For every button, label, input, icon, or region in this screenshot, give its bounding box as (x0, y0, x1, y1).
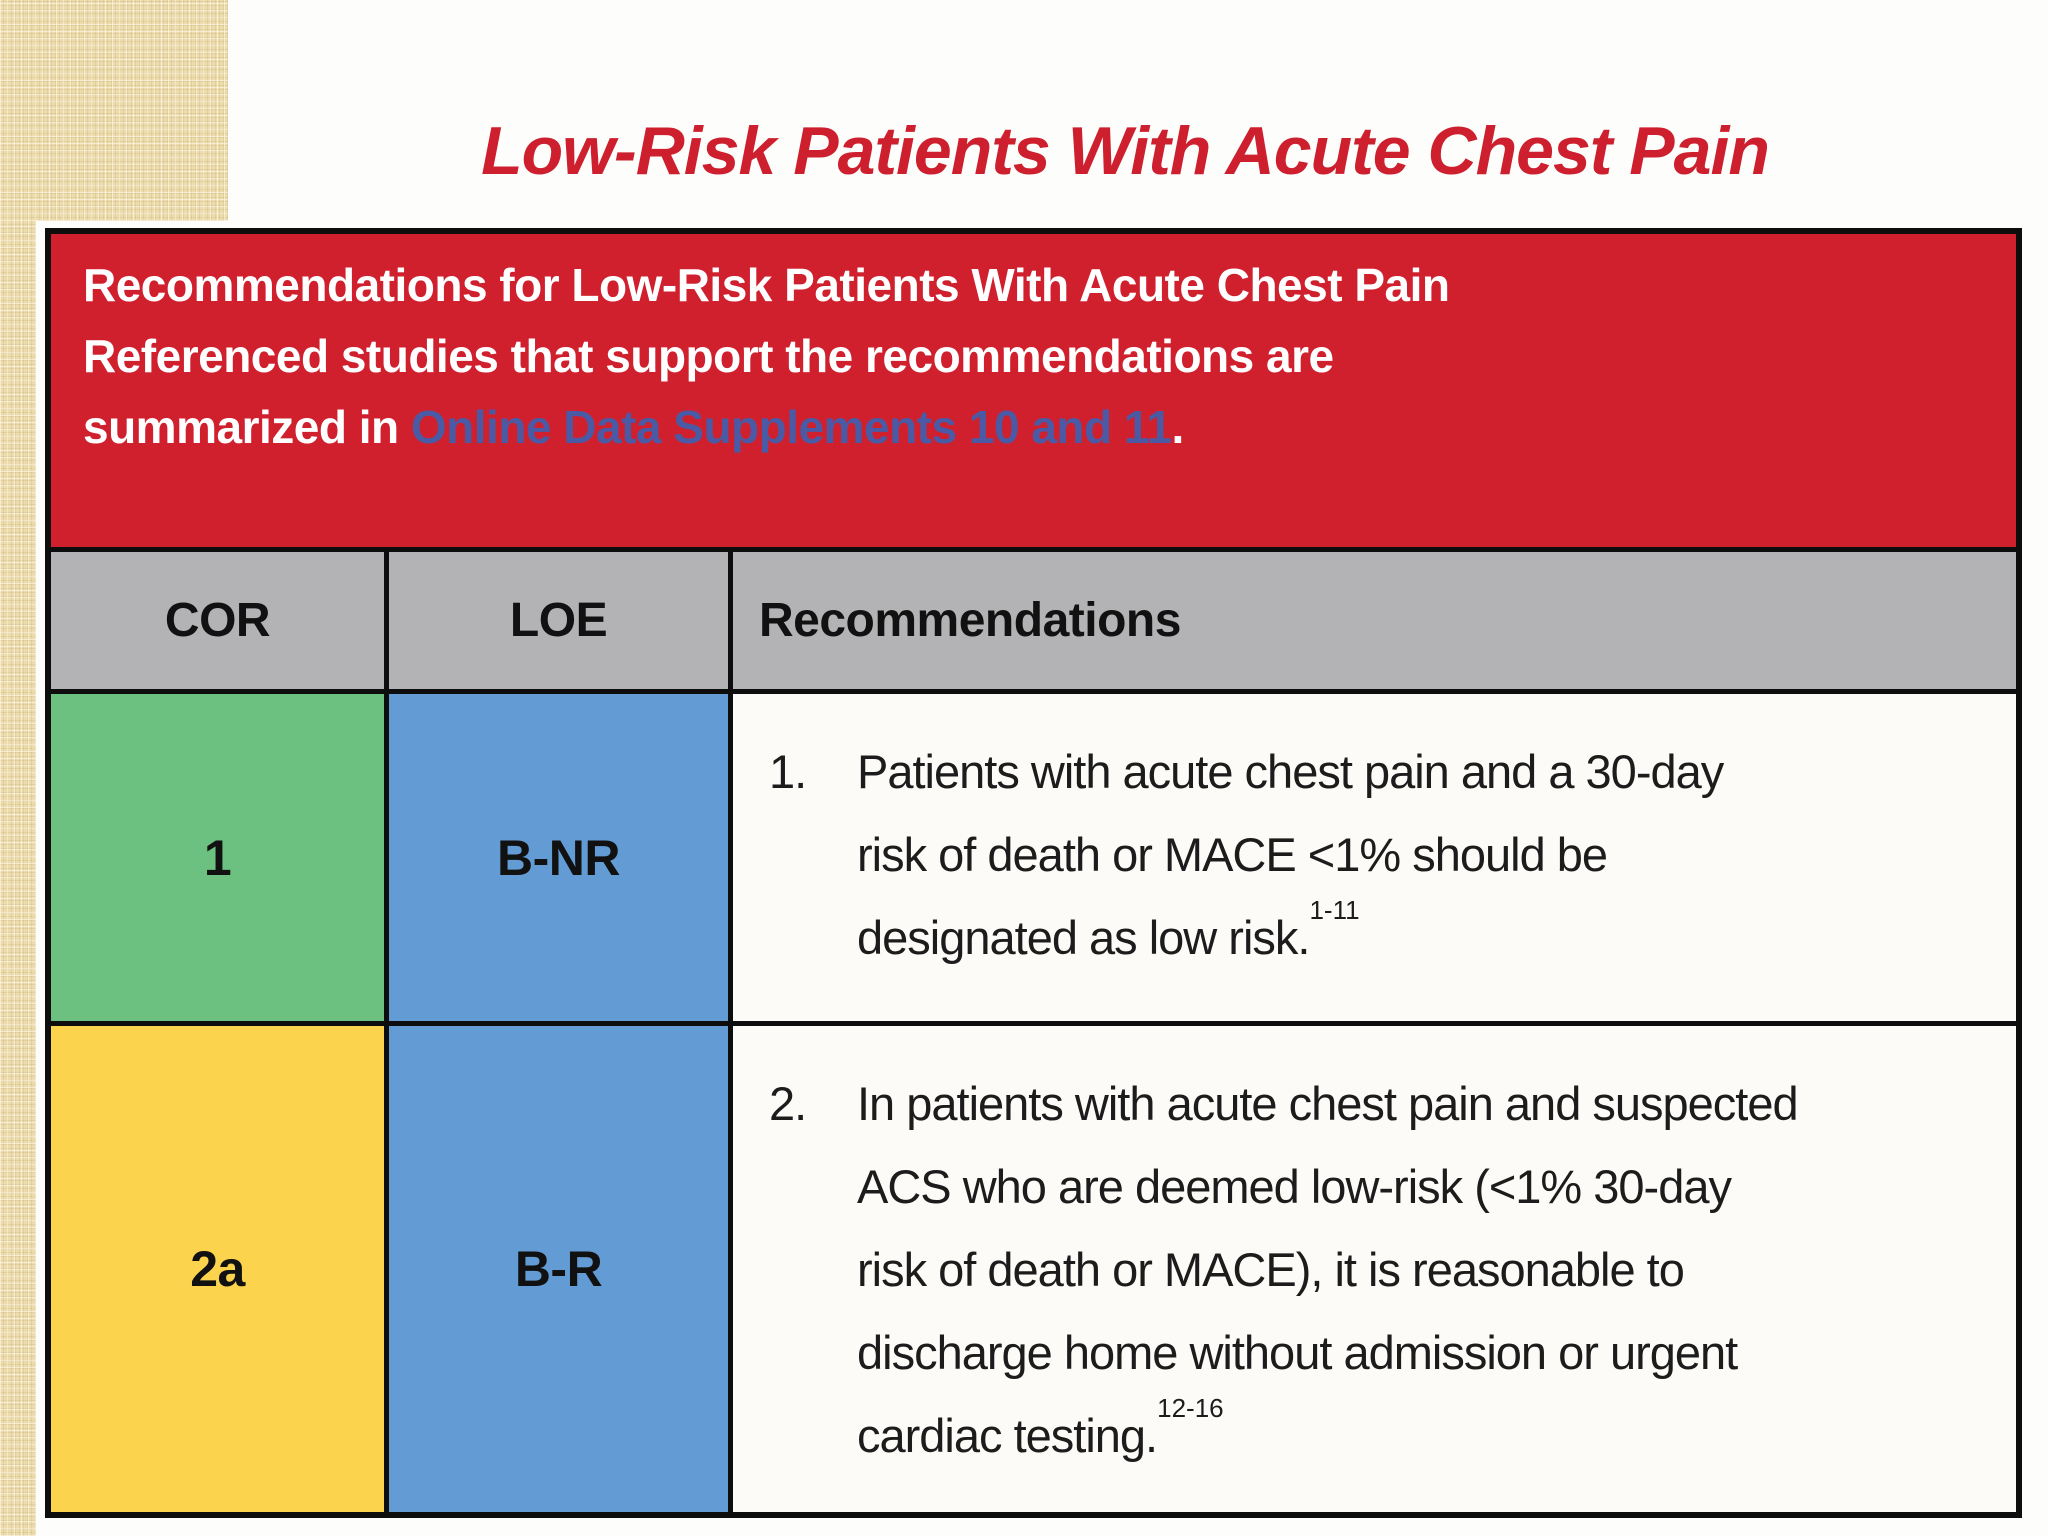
row1-cor-cell: 1 (51, 689, 384, 1021)
recommendation-line: risk of death or MACE <1% should be (857, 828, 1608, 881)
banner-line-1: Recommendations for Low-Risk Patients Wi… (83, 259, 1450, 311)
banner-line-3: summarized in Online Data Supplements 10… (83, 392, 1996, 463)
corner-accent-block (0, 0, 228, 221)
row2-recommendation-cell: 2. In patients with acute chest pain and… (728, 1021, 2016, 1512)
recommendation-item-1: 1. Patients with acute chest pain and a … (769, 730, 2010, 979)
row1-loe-cell: B-NR (384, 689, 728, 1021)
recommendation-line: ACS who are deemed low-risk (<1% 30-day (857, 1160, 1732, 1213)
row2-cor-cell: 2a (51, 1021, 384, 1512)
recommendation-line: discharge home without admission or urge… (857, 1326, 1738, 1379)
citation-superscript: 1-11 (1309, 895, 1360, 926)
citation-superscript: 12-16 (1157, 1393, 1224, 1424)
recommendations-banner: Recommendations for Low-Risk Patients Wi… (51, 234, 2016, 552)
recommendation-line: risk of death or MACE), it is reasonable… (857, 1243, 1685, 1296)
header-cell-recommendations: Recommendations (728, 552, 2016, 689)
recommendation-number: 2. (769, 1077, 807, 1130)
recommendation-text: In patients with acute chest pain and su… (857, 1062, 2010, 1477)
recommendation-line-text: designated as low risk. (857, 911, 1310, 964)
header-cell-cor: COR (51, 552, 384, 689)
row1-recommendation-cell: 1. Patients with acute chest pain and a … (728, 689, 2016, 1021)
recommendation-line: designated as low risk.1-11 (857, 896, 2010, 979)
recommendations-panel: Recommendations for Low-Risk Patients Wi… (45, 228, 2022, 1518)
recommendation-line-text: cardiac testing. (857, 1409, 1158, 1462)
left-accent-strip (0, 0, 36, 1536)
online-supplements-link[interactable]: Online Data Supplements 10 and 11 (410, 401, 1172, 453)
recommendation-text: Patients with acute chest pain and a 30-… (857, 730, 2010, 979)
recommendation-line: Patients with acute chest pain and a 30-… (857, 745, 1724, 798)
banner-line-3-suffix: . (1171, 401, 1185, 453)
cor-loe-table: COR LOE Recommendations 1 B-NR 1. Patien… (51, 552, 2016, 1512)
recommendation-line: In patients with acute chest pain and su… (857, 1077, 1799, 1130)
recommendation-item-2: 2. In patients with acute chest pain and… (769, 1062, 2010, 1477)
row2-loe-cell: B-R (384, 1021, 728, 1512)
banner-line-3-prefix: summarized in (83, 401, 411, 453)
recommendation-number: 1. (769, 745, 807, 798)
page-title: Low-Risk Patients With Acute Chest Pain (481, 113, 1770, 189)
header-cell-loe: LOE (384, 552, 728, 689)
banner-line-2: Referenced studies that support the reco… (83, 330, 1334, 382)
recommendation-line: cardiac testing.12-16 (857, 1394, 2010, 1477)
